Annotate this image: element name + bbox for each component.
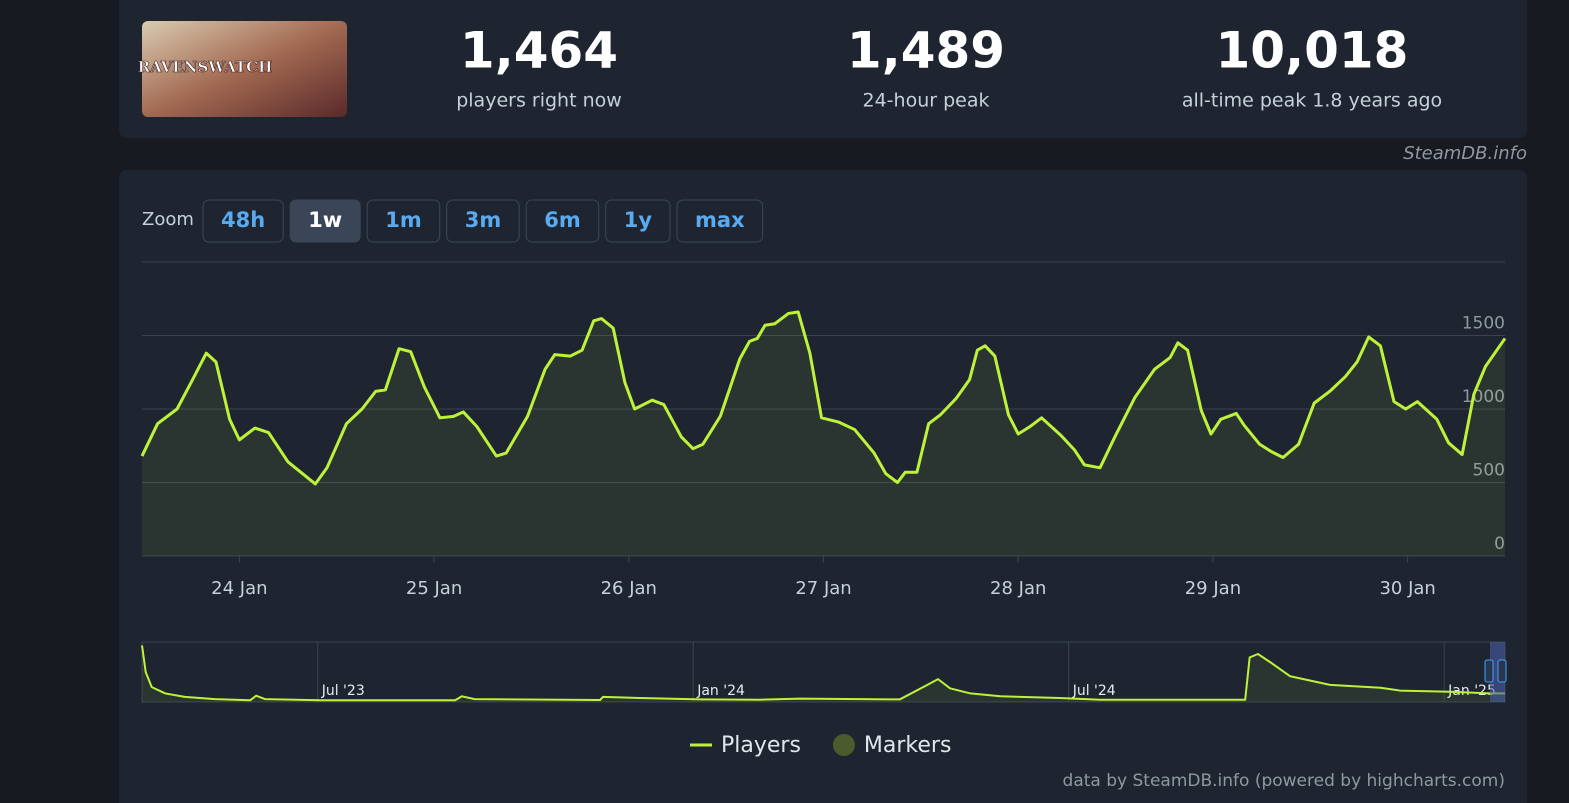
zoom-button-label[interactable]: 3m — [465, 208, 502, 232]
zoom-button[interactable]: 1y — [605, 199, 671, 243]
x-tick-label: Jan '25 — [1447, 683, 1496, 699]
legend: Players Markers — [690, 733, 951, 758]
y-tick-label: 0 — [1494, 534, 1505, 554]
stat-label: players right now — [456, 90, 622, 112]
zoom-button-box[interactable] — [525, 199, 600, 243]
zoom-button-label[interactable]: 1y — [624, 208, 653, 232]
zoom-button[interactable]: 1w — [289, 199, 361, 243]
game-image — [142, 21, 347, 117]
zoom-button-label[interactable]: 48h — [221, 208, 265, 232]
zoom-button-box[interactable] — [366, 199, 441, 243]
series-line — [141, 645, 1505, 702]
x-tick-label: 30 Jan — [1379, 578, 1435, 599]
zoom-buttons: 48h 1w 1m 3m 6m 1y max — [202, 199, 764, 243]
series-area — [142, 645, 1505, 702]
zoom-button[interactable]: 6m — [525, 199, 600, 243]
zoom-button-label[interactable]: 6m — [544, 208, 581, 232]
legend-item[interactable]: Markers — [832, 733, 952, 758]
chart-card — [119, 170, 1527, 803]
legend-label[interactable]: Players — [721, 733, 801, 758]
navigator: Jul '23 Jan '24 Jul '24 Jan '25 — [141, 641, 1507, 703]
credits: data by SteamDB.info (powered by highcha… — [1063, 771, 1505, 791]
stat-label: all-time peak 1.8 years ago — [1182, 90, 1442, 112]
zoom-button-box[interactable] — [289, 199, 361, 243]
game-logo: RAVENSWATCH — [138, 58, 273, 76]
stat-label: 24-hour peak — [863, 90, 990, 112]
stats-card — [119, 0, 1527, 138]
navigator-handle[interactable] — [1484, 659, 1494, 683]
legend-item[interactable]: Players — [690, 733, 801, 758]
stats: 1,464 players right now 1,489 24-hour peak 1… — [456, 22, 1442, 112]
zoom-button[interactable]: 1m — [366, 199, 441, 243]
legend-label[interactable]: Markers — [864, 733, 952, 758]
legend-swatch-dot[interactable] — [832, 734, 855, 756]
series-line — [140, 310, 1507, 486]
stat-value: 1,464 — [460, 22, 618, 80]
y-tick-label: 1500 — [1462, 314, 1505, 334]
zoom-button-label[interactable]: 1w — [308, 208, 342, 232]
zoom-label: Zoom — [142, 209, 194, 230]
y-tick-label: 500 — [1473, 461, 1505, 481]
zoom-button[interactable]: 48h — [202, 199, 284, 243]
zoom-button-box[interactable] — [446, 199, 520, 243]
x-tick-label: Jan '24 — [696, 683, 745, 699]
zoom-button[interactable]: 3m — [446, 199, 520, 243]
x-tick-label: 29 Jan — [1185, 578, 1241, 599]
x-tick-label: 24 Jan — [211, 578, 267, 599]
zoom-button[interactable]: max — [676, 199, 764, 243]
zoom-button-box[interactable] — [676, 199, 764, 243]
zoom-button-box[interactable] — [202, 199, 284, 243]
x-tick-label: 28 Jan — [990, 578, 1046, 599]
x-tick-label: 26 Jan — [601, 578, 657, 599]
zoom-button-box[interactable] — [605, 199, 671, 243]
zoom-button-label[interactable]: max — [695, 208, 745, 232]
x-tick-label: 25 Jan — [406, 578, 462, 599]
x-tick-label: Jul '23 — [321, 683, 365, 699]
source: SteamDB.info — [1403, 143, 1527, 164]
stat-value: 10,018 — [1216, 22, 1409, 80]
stat-value: 1,489 — [847, 22, 1005, 80]
zoom-button-label[interactable]: 1m — [385, 208, 422, 232]
x-tick-label: 27 Jan — [795, 578, 851, 599]
x-tick-label: Jul '24 — [1072, 683, 1116, 699]
series-area — [142, 311, 1505, 556]
navigator-handle[interactable] — [1497, 659, 1507, 683]
